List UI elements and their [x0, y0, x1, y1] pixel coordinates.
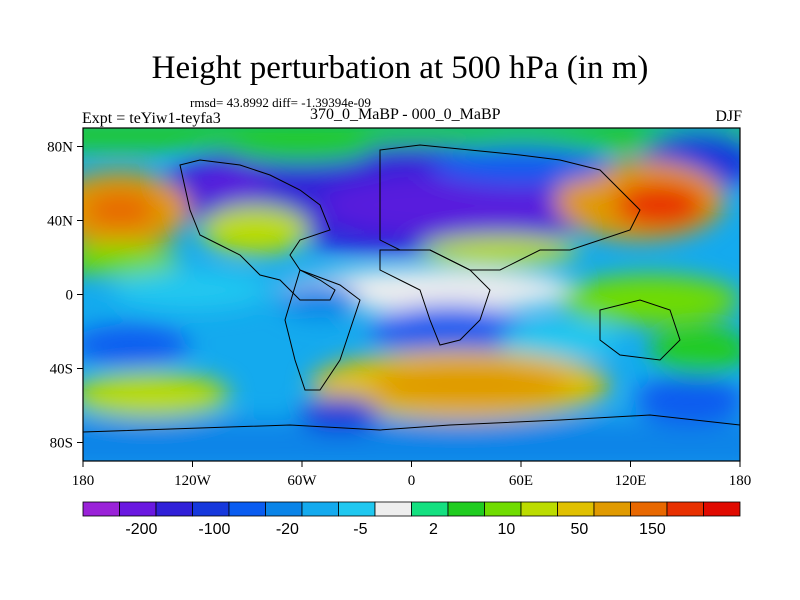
colorbar-swatch	[82, 501, 120, 517]
colorbar-swatch	[374, 501, 412, 517]
colorbar-swatch	[593, 501, 631, 517]
colorbar-label: -5	[353, 521, 367, 538]
experiment-label: Expt = teYiw1-teyfa3	[82, 110, 221, 127]
colorbar-label: 150	[639, 521, 666, 538]
y-tick-label: 80N	[47, 140, 73, 156]
colorbar-swatch	[228, 501, 266, 517]
axis-ticks: 180 120W 60W 0 60E 120E 180 80N 40N 0 40S 80S	[47, 140, 751, 490]
colorbar-swatch	[484, 501, 522, 517]
x-tick-label: 180	[72, 473, 95, 489]
colorbar-swatch	[155, 501, 193, 517]
colorbar-swatch	[119, 501, 157, 517]
colorbar-label: -200	[125, 521, 157, 538]
colorbar-label: -100	[198, 521, 230, 538]
season-label: DJF	[715, 108, 742, 125]
y-tick-label: 40S	[50, 362, 73, 378]
x-tick-label: 60E	[509, 473, 533, 489]
colorbar-swatch	[557, 501, 595, 517]
coastlines	[83, 144, 740, 433]
y-tick-label: 80S	[50, 436, 73, 452]
colorbar-label: 2	[429, 521, 438, 538]
colorbar-swatch	[447, 501, 485, 517]
x-tick-label: 180	[729, 473, 752, 489]
colorbar-swatch	[703, 501, 741, 517]
colorbar-swatch	[301, 501, 339, 517]
stats-text: rmsd= 43.8992 diff= -1.39394e-09	[190, 95, 371, 110]
colorbar-swatch	[265, 501, 303, 517]
colorbar-swatch	[520, 501, 558, 517]
colorbar-swatch	[411, 501, 449, 517]
x-tick-label: 60W	[287, 473, 317, 489]
x-tick-label: 120W	[174, 473, 212, 489]
colorbar-label: 10	[498, 521, 516, 538]
colorbar-label: 50	[571, 521, 589, 538]
y-tick-label: 40N	[47, 214, 73, 230]
height-field	[83, 128, 740, 461]
colorbar-swatch	[192, 501, 230, 517]
colorbar: -200 -100 -20 -5 2 10 50 150	[82, 501, 741, 538]
colorbar-swatch	[338, 501, 376, 517]
comparison-label: 370_0_MaBP - 000_0_MaBP	[310, 106, 501, 123]
colorbar-label: -20	[276, 521, 299, 538]
x-tick-label: 0	[408, 473, 416, 489]
y-tick-label: 0	[66, 288, 74, 304]
x-tick-label: 120E	[615, 473, 647, 489]
colorbar-swatch	[666, 501, 704, 517]
map-title: Height perturbation at 500 hPa (in m)	[151, 50, 649, 86]
colorbar-swatch	[630, 501, 668, 517]
